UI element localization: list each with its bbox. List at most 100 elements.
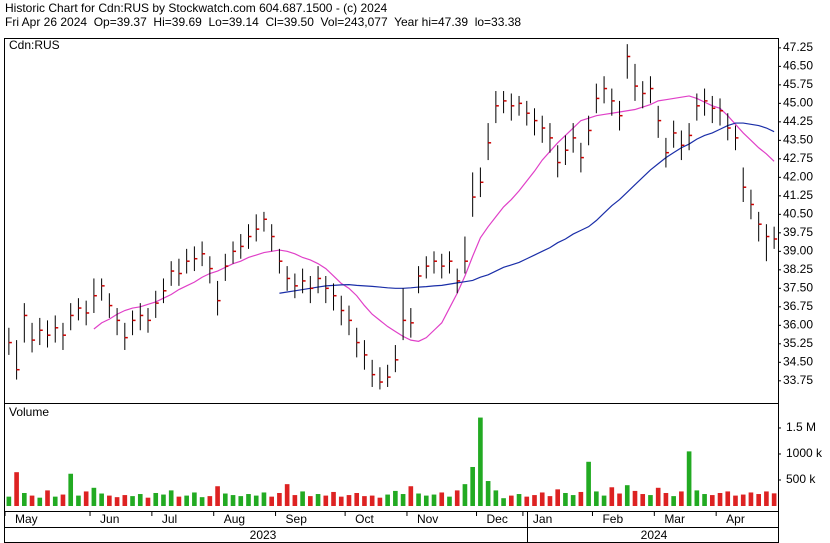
y-tick-label: 44.25 bbox=[783, 114, 813, 128]
volume-bar bbox=[76, 495, 81, 506]
volume-bar bbox=[740, 494, 746, 506]
y-tick-label: 34.50 bbox=[783, 354, 813, 368]
volume-bar bbox=[624, 485, 630, 506]
volume-bar bbox=[733, 495, 738, 506]
x-tick-label: Sep bbox=[286, 512, 308, 526]
volume-bar bbox=[137, 494, 143, 506]
volume-bar bbox=[485, 481, 491, 506]
volume-bar bbox=[362, 496, 367, 506]
volume-bar bbox=[578, 491, 584, 506]
volume-bar bbox=[640, 494, 646, 506]
volume-bar bbox=[52, 496, 58, 506]
volume-bar bbox=[439, 492, 445, 506]
volume-bar bbox=[524, 496, 530, 506]
volume-bar bbox=[771, 493, 777, 506]
volume-bar bbox=[14, 472, 19, 506]
x-tick-label: Jan bbox=[533, 512, 552, 526]
volume-bar bbox=[694, 490, 700, 506]
volume-bar bbox=[516, 494, 522, 506]
volume-bar bbox=[315, 494, 321, 506]
volume-bar bbox=[99, 493, 104, 506]
y-tick-label: 38.25 bbox=[783, 262, 813, 276]
volume-bar bbox=[501, 498, 506, 506]
x-tick-label: May bbox=[15, 512, 38, 526]
volume-bar bbox=[671, 496, 676, 506]
volume-bar bbox=[423, 495, 429, 506]
year-label: 2024 bbox=[641, 528, 668, 542]
volume-bar bbox=[369, 495, 375, 506]
volume-bar bbox=[284, 484, 290, 506]
volume-bar bbox=[37, 497, 43, 506]
y-tick-label: 37.50 bbox=[783, 280, 813, 294]
volume-bar bbox=[725, 491, 731, 506]
y-tick-label: 35.25 bbox=[783, 336, 813, 350]
volume-bar bbox=[709, 495, 715, 506]
y-tick-label: 45.00 bbox=[783, 96, 813, 110]
volume-bar bbox=[393, 490, 398, 506]
volume-bar bbox=[454, 490, 460, 506]
volume-bar bbox=[168, 490, 174, 506]
volume-bar bbox=[6, 496, 12, 506]
x-tick-label: Mar bbox=[664, 512, 685, 526]
volume-bar bbox=[655, 487, 661, 506]
volume-bar bbox=[300, 491, 305, 506]
volume-bar bbox=[83, 491, 89, 506]
volume-bar bbox=[354, 492, 360, 506]
volume-bar bbox=[609, 487, 615, 506]
volume-bar bbox=[717, 492, 723, 506]
chart-subtitle: Fri Apr 26 2024 Op=39.37 Hi=39.69 Lo=39.… bbox=[5, 15, 521, 29]
volume-bar bbox=[122, 495, 128, 506]
volume-bar bbox=[570, 495, 576, 506]
y-tick-label: 43.50 bbox=[783, 133, 813, 147]
volume-bar bbox=[222, 493, 228, 506]
volume-bar bbox=[400, 494, 406, 506]
volume-bar bbox=[756, 494, 761, 506]
volume-bar bbox=[269, 496, 275, 506]
volume-bar bbox=[663, 492, 669, 506]
x-tick-label: Dec bbox=[487, 512, 508, 526]
year-label: 2023 bbox=[250, 528, 277, 542]
volume-bar bbox=[648, 495, 653, 506]
volume-bar bbox=[292, 495, 298, 506]
volume-bar bbox=[594, 491, 599, 506]
volume-bar bbox=[346, 495, 352, 506]
volume-bar bbox=[447, 496, 452, 506]
volume-bar bbox=[462, 484, 468, 506]
volume-bar bbox=[68, 473, 74, 506]
volume-bar bbox=[547, 496, 553, 506]
volume-bar bbox=[679, 491, 684, 506]
volume-bar bbox=[130, 496, 135, 506]
volume-bar bbox=[532, 495, 537, 506]
y-tick-label: 42.00 bbox=[783, 170, 813, 184]
y-tick-label: 36.00 bbox=[783, 317, 813, 331]
volume-bar bbox=[408, 486, 414, 506]
volume-bar bbox=[308, 496, 313, 506]
volume-bar bbox=[230, 495, 236, 506]
volume-bar bbox=[192, 492, 197, 506]
y-tick-label: 1.5 M bbox=[786, 420, 816, 434]
volume-bar bbox=[508, 495, 514, 506]
volume-bar bbox=[238, 496, 244, 506]
volume-bar bbox=[555, 489, 561, 506]
x-tick-label: Jul bbox=[162, 512, 177, 526]
volume-bar bbox=[60, 494, 66, 506]
volume-bar bbox=[114, 497, 120, 506]
volume-bar bbox=[601, 495, 607, 506]
volume-bar bbox=[29, 495, 35, 506]
volume-bar bbox=[253, 495, 259, 506]
volume-bar bbox=[45, 490, 50, 506]
volume-bar bbox=[563, 492, 568, 506]
volume-bar bbox=[184, 495, 189, 506]
volume-bar bbox=[107, 495, 112, 506]
volume-bar bbox=[22, 492, 27, 506]
volume-bar bbox=[377, 497, 383, 506]
moving-average bbox=[279, 122, 775, 294]
x-tick-label: Aug bbox=[224, 512, 245, 526]
y-tick-label: 41.25 bbox=[783, 188, 813, 202]
volume-bar bbox=[145, 497, 151, 506]
volume-bar bbox=[261, 492, 267, 506]
volume-bar bbox=[748, 492, 754, 506]
volume-bar bbox=[176, 496, 182, 506]
y-tick-label: 47.25 bbox=[783, 40, 813, 54]
